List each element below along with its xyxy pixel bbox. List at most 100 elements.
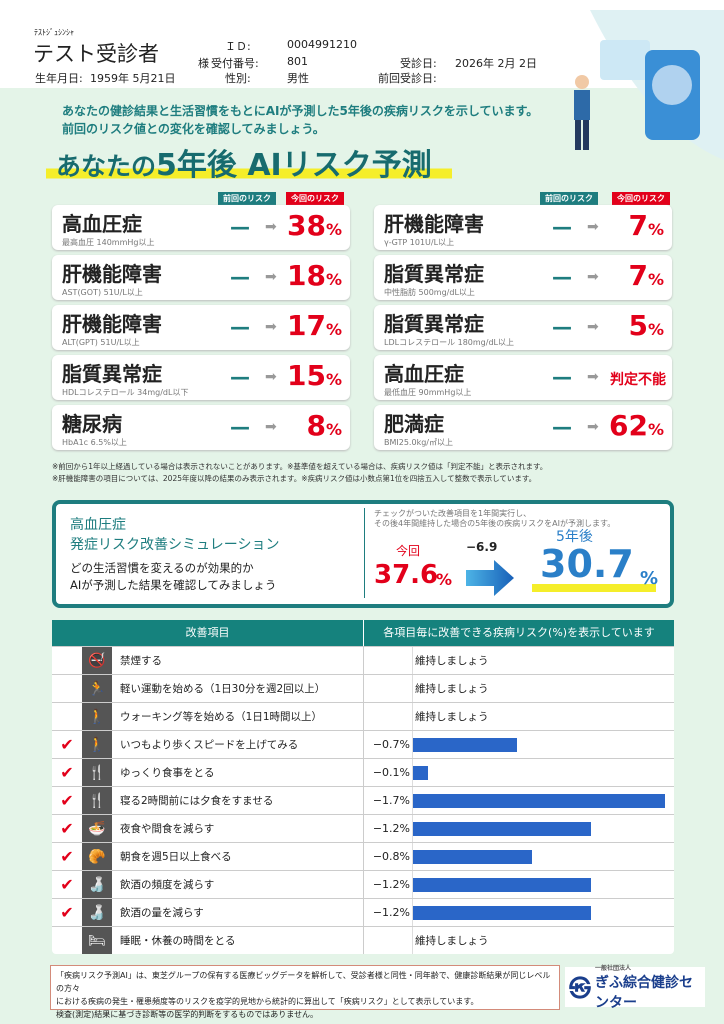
reduction-bar: [413, 905, 591, 920]
risk-card: 脂質異常症 LDLコレステロール 180mg/dL以上 — ➡ 5%: [374, 305, 672, 350]
arrow-right-icon: ➡: [265, 419, 277, 435]
disease-name: 高血圧症: [62, 212, 142, 236]
current-risk-value: 8: [306, 409, 326, 442]
current-risk-value: 7: [628, 259, 648, 292]
note-line-2: ※肝機能障害の項目については、2025年度以降の結果のみ表示されます。※疾病リス…: [52, 474, 537, 483]
risk-card: 脂質異常症 HDLコレステロール 34mg/dL以下 — ➡ 15%: [52, 355, 350, 400]
current-risk-value: 15: [287, 359, 326, 392]
sim-desc-2: AIが予測した結果を確認してみましょう: [70, 578, 277, 592]
arrow-right-icon: ➡: [265, 319, 277, 335]
criteria: HDLコレステロール 34mg/dL以下: [62, 388, 189, 397]
risk-card: 肝機能障害 γ-GTP 101U/L以上 — ➡ 7%: [374, 205, 672, 250]
checkmark-icon: ✔: [60, 819, 74, 838]
prev-exam-label: 前回受診日:: [378, 72, 437, 85]
walking-icon: 🚶: [82, 703, 112, 730]
sim-desc-1: どの生活習慣を変えるのが効果的か: [70, 561, 254, 575]
criteria: γ-GTP 101U/L以上: [384, 238, 455, 247]
item-label: ゆっくり食事をとる: [112, 759, 364, 786]
percent-unit: %: [325, 270, 342, 289]
item-label: 飲酒の量を減らす: [112, 899, 364, 926]
item-label: 朝食を週5日以上食べる: [112, 843, 364, 870]
table-row: 🛏 睡眠・休養の時間をとる 維持しましょう: [52, 926, 674, 954]
criteria: LDLコレステロール 180mg/dL以上: [384, 338, 514, 347]
checkmark-icon: ✔: [60, 735, 74, 754]
current-risk-value: 判定不能: [610, 372, 666, 388]
current-risk: 17%: [287, 309, 342, 342]
sim-explain-2: その後4年間維持した場合の5年後の疾病リスクをAIが予測します。: [374, 519, 616, 528]
previous-risk: —: [552, 415, 572, 439]
current-risk-value: 38: [287, 209, 326, 242]
logo-subtitle: 一般社団法人: [595, 964, 632, 972]
header-item: 改善項目: [52, 620, 364, 646]
current-risk: 5%: [628, 309, 664, 342]
bed-icon: 🛏: [82, 927, 112, 954]
disease-name: 糖尿病: [62, 412, 122, 436]
right-arrow-icon: [466, 560, 514, 596]
reduction-bar: [413, 877, 591, 892]
risk-card: 肥満症 BMI25.0kg/㎡以上 — ➡ 62%: [374, 405, 672, 450]
table-header: 改善項目 各項目毎に改善できる疾病リスク(%)を表示しています: [52, 620, 674, 646]
current-risk-tag: 今回のリスク: [286, 192, 344, 205]
ai-illustration: [574, 10, 724, 160]
sex-value: 男性: [287, 72, 309, 85]
reception-label: 受付番号:: [211, 57, 259, 70]
percent-unit: %: [647, 220, 664, 239]
disclaimer-line-2: における疾病の発生・罹患頻度等のリスクを疫学的見地から統計的に算出して「疾病リス…: [56, 997, 479, 1006]
current-risk-tag: 今回のリスク: [612, 192, 670, 205]
disease-name: 肝機能障害: [62, 262, 162, 286]
criteria: 最低血圧 90mmHg以上: [384, 388, 472, 397]
section-title: あなたの5年後 AIリスク予測: [46, 140, 452, 184]
arrow-right-icon: ➡: [587, 219, 599, 235]
intro-line-2: 前回のリスク値との変化を確認してみましょう。: [62, 122, 325, 136]
percent-unit: %: [325, 370, 342, 389]
risk-card: 肝機能障害 ALT(GPT) 51U/L以上 — ➡ 17%: [52, 305, 350, 350]
checkmark-icon: ✔: [60, 847, 74, 866]
previous-risk: —: [552, 215, 572, 239]
exam-date-label: 受診日:: [400, 57, 437, 70]
reduction-bar: [413, 849, 532, 864]
arrow-right-icon: ➡: [587, 319, 599, 335]
highlight: [532, 584, 656, 592]
reduction-bar: [413, 821, 591, 836]
sim-future-unit: %: [640, 568, 659, 589]
note-line-1: ※前回から1年以上経過している場合は表示されないことがあります。※基準値を超えて…: [52, 462, 548, 471]
simulation-box: 高血圧症 発症リスク改善シミュレーション どの生活習慣を変えるのが効果的か AI…: [52, 500, 674, 608]
reduction-value: −1.7%: [372, 794, 410, 807]
birth-label: 生年月日:: [35, 72, 83, 85]
logo-text: ぎふ綜合健診センター: [595, 974, 694, 1011]
patient-name: テスト受診者: [33, 42, 159, 66]
item-label: 寝る2時間前には夕食をすませる: [112, 787, 364, 814]
checkmark-icon: ✔: [60, 791, 74, 810]
maintain-text: 維持しましょう: [412, 703, 674, 730]
table-row: ✔ 🚶 いつもより歩くスピードを上げてみる −0.7%: [52, 730, 674, 758]
prev-risk-tag: 前回のリスク: [218, 192, 276, 205]
table-row: ✔ 🥐 朝食を週5日以上食べる −0.8%: [52, 842, 674, 870]
checkmark-icon: ✔: [60, 903, 74, 922]
logo-mark-icon: ㉿: [569, 977, 592, 1002]
criteria: ALT(GPT) 51U/L以上: [62, 338, 140, 347]
arrow-right-icon: ➡: [587, 269, 599, 285]
reception-value: 801: [287, 55, 308, 68]
current-risk-value: 17: [287, 309, 326, 342]
disease-name: 肝機能障害: [62, 312, 162, 336]
reduction-value: −1.2%: [372, 878, 410, 891]
intro-line-1: あなたの健診結果と生活習慣をもとにAIが予測した5年後の疾病リスクを示しています…: [62, 104, 539, 118]
previous-risk: —: [230, 265, 250, 289]
name-kana: ﾃｽﾄｼﾞｭｼﾝｼｬ: [34, 28, 74, 37]
disclaimer-line-3: 検査(測定)結果に基づき診断等の医学的判断をするものではありません。: [56, 1010, 318, 1019]
previous-risk: —: [552, 365, 572, 389]
percent-unit: %: [325, 220, 342, 239]
walking-icon: 🚶: [82, 731, 112, 758]
current-risk-value: 62: [609, 409, 648, 442]
percent-unit: %: [325, 320, 342, 339]
sim-current-value: 37.6: [374, 560, 439, 590]
title-main: 5年後 AIリスク予測: [156, 148, 432, 183]
item-label: ウォーキング等を始める（1日1時間以上）: [112, 703, 364, 730]
table-row: ✔ 🍶 飲酒の量を減らす −1.2%: [52, 898, 674, 926]
current-risk-value: 5: [628, 309, 648, 342]
meal-clock-icon: 🍴: [82, 759, 112, 786]
table-row: ✔ 🍶 飲酒の頻度を減らす −1.2%: [52, 870, 674, 898]
exam-date-value: 2026年 2月 2日: [455, 57, 537, 70]
previous-risk: —: [230, 415, 250, 439]
prev-risk-tag: 前回のリスク: [540, 192, 598, 205]
